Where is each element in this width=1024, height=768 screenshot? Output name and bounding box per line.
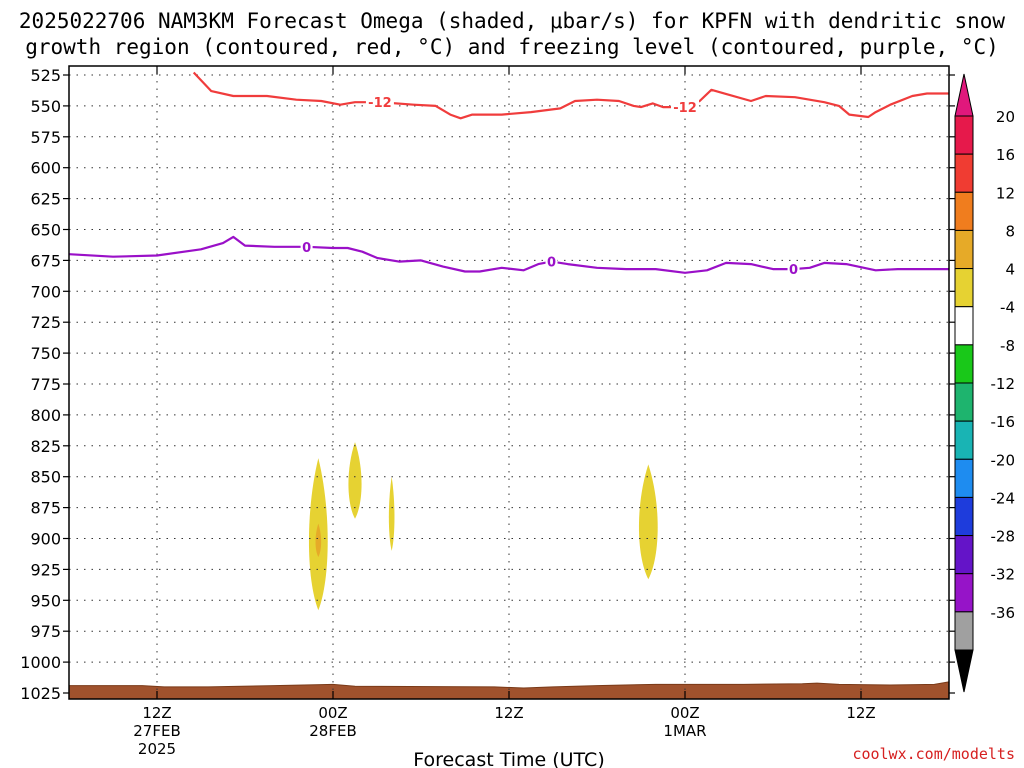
- colorbar-swatch: [954, 496, 974, 537]
- colorbar-bottom-arrow: [954, 649, 974, 693]
- omega-region: [388, 476, 395, 551]
- contour-label: 0: [789, 263, 798, 278]
- y-tick-label: 850: [30, 468, 61, 487]
- y-tick-label: 925: [30, 560, 61, 579]
- colorbar-label: 20: [996, 108, 1015, 126]
- x-tick-label: 1MAR: [663, 722, 706, 740]
- x-tick-label: 12Z: [142, 704, 171, 722]
- x-tick-label: 2025: [138, 740, 176, 758]
- colorbar-swatch: [954, 611, 974, 651]
- colorbar-swatch: [954, 382, 974, 422]
- colorbar-label: -8: [1000, 337, 1015, 355]
- colorbar-swatch: [954, 535, 974, 575]
- colorbar-legend: 20 16 12 8 4 -4 -8 -12 -16 -20 -24 -28 -32 -36: [954, 73, 1016, 693]
- colorbar-label: -28: [991, 528, 1016, 546]
- omega-region: [638, 464, 658, 580]
- omega-region: [315, 523, 322, 558]
- colorbar-label: -12: [991, 375, 1016, 393]
- colorbar-swatch: [954, 344, 974, 384]
- chart-title: 2025022706 NAM3KM Forecast Omega (shaded…: [19, 9, 1006, 59]
- y-tick-label: 900: [30, 530, 61, 549]
- y-tick-label: 700: [30, 282, 61, 301]
- omega-region: [348, 442, 362, 519]
- y-tick-label: 550: [30, 97, 61, 116]
- contour-label-bg: [365, 94, 394, 110]
- x-tick-label: 00Z: [318, 704, 347, 722]
- colorbar-swatch: [954, 229, 974, 270]
- colorbar-swatch: [954, 153, 974, 193]
- y-tick-label: 675: [30, 251, 61, 270]
- y-tick-label: 600: [30, 159, 61, 178]
- y-tick-label: 875: [30, 499, 61, 518]
- temperature-contours: -12 -12 0 0 0: [68, 71, 949, 278]
- colorbar-label: 4: [1005, 261, 1015, 279]
- contour-line-0: [68, 235, 949, 274]
- y-tick-label: 750: [30, 344, 61, 363]
- colorbar-swatch: [954, 573, 974, 613]
- y-tick-label: 800: [30, 406, 61, 425]
- y-tick-label: 975: [30, 622, 61, 641]
- colorbar-label: 16: [996, 146, 1015, 164]
- y-tick-label: 825: [30, 437, 61, 456]
- y-tick-label: 575: [30, 128, 61, 147]
- colorbar-label: -36: [991, 604, 1016, 622]
- y-tick-label: 725: [30, 313, 61, 332]
- omega-shading: [308, 442, 658, 611]
- x-tick-label: 12Z: [494, 704, 523, 722]
- surface-terrain: [68, 681, 950, 700]
- contour-label: -12: [673, 101, 697, 116]
- contour-label: 0: [302, 241, 311, 256]
- colorbar-label: -16: [991, 413, 1016, 431]
- x-tick-label: 27FEB: [133, 722, 180, 740]
- x-tick-label: 28FEB: [309, 722, 356, 740]
- contour-label-bg: [545, 253, 558, 269]
- x-axis-label: Forecast Time (UTC): [413, 749, 604, 768]
- colorbar-swatch: [954, 306, 974, 346]
- contour-label: 0: [547, 256, 556, 271]
- y-tick-label: 1025: [20, 684, 61, 703]
- colorbar-label: -4: [1000, 299, 1015, 317]
- y-tick-label: 525: [30, 66, 61, 85]
- colorbar-label: -24: [991, 489, 1016, 507]
- colorbar-label: -20: [991, 451, 1016, 469]
- x-tick-label: 00Z: [670, 704, 699, 722]
- title-line-1: 2025022706 NAM3KM Forecast Omega (shaded…: [19, 9, 1006, 33]
- colorbar-label: 12: [996, 184, 1015, 202]
- colorbar-swatch: [954, 420, 974, 460]
- y-tick-label: 1000: [20, 653, 61, 672]
- y-tick-label: 950: [30, 591, 61, 610]
- surface-band: [68, 681, 950, 700]
- credit-text: coolwx.com/modelts: [852, 745, 1015, 763]
- contour-label: -12: [368, 96, 392, 111]
- title-line-2: growth region (contoured, red, °C) and f…: [25, 35, 999, 59]
- contour-label-bg: [671, 99, 699, 115]
- contour-label-bg: [300, 238, 313, 254]
- colorbar-label: 8: [1005, 222, 1015, 240]
- colorbar-swatch: [954, 268, 974, 308]
- x-tick-label: 12Z: [846, 704, 875, 722]
- contour-label-bg: [787, 261, 800, 277]
- colorbar-label: -32: [991, 566, 1016, 584]
- grid-lines: [69, 66, 949, 699]
- colorbar-top-arrow: [954, 73, 974, 117]
- colorbar-swatch: [954, 115, 974, 155]
- y-tick-label: 775: [30, 375, 61, 394]
- colorbar-swatch: [954, 458, 974, 498]
- y-tick-label: 650: [30, 221, 61, 240]
- y-tick-label: 625: [30, 190, 61, 209]
- contour-line--12: [192, 71, 949, 120]
- y-axis-ticks: 525 550 575 600 625 650 675 700 725 750 775 800 825 8…: [20, 66, 955, 703]
- colorbar-swatch: [954, 191, 974, 231]
